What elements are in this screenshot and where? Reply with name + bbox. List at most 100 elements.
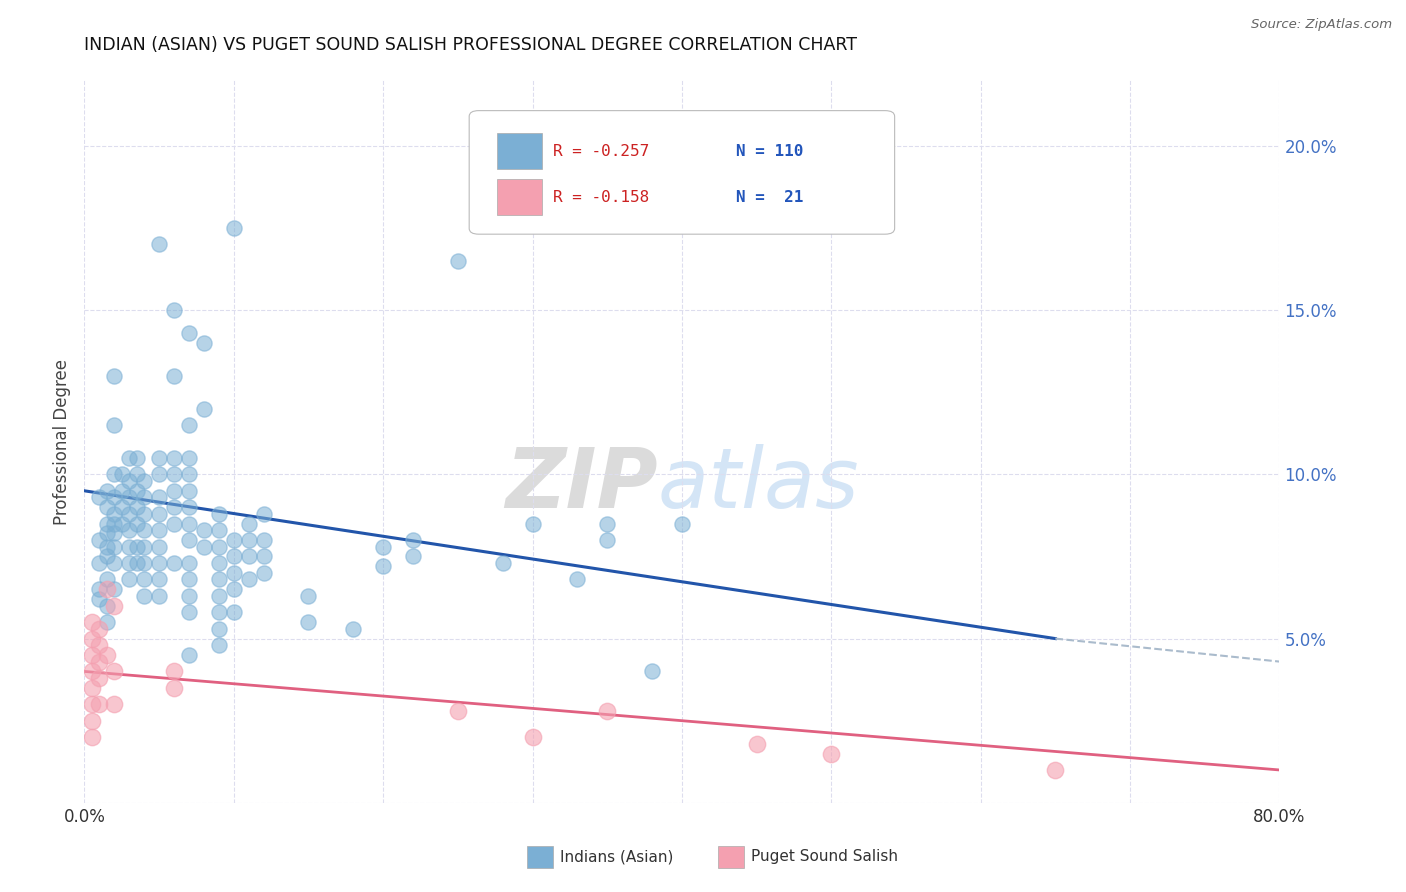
Point xyxy=(118,556,141,570)
Point xyxy=(222,605,245,619)
Point xyxy=(89,698,111,712)
Point xyxy=(148,507,170,521)
Point xyxy=(89,533,111,547)
Point xyxy=(89,582,111,597)
Point xyxy=(118,523,141,537)
Point xyxy=(118,540,141,554)
Point xyxy=(238,533,260,547)
Point xyxy=(111,516,134,531)
Point xyxy=(373,540,395,554)
Point xyxy=(96,648,118,662)
Point xyxy=(208,507,231,521)
Point xyxy=(163,500,186,515)
Point xyxy=(132,474,156,488)
Point xyxy=(103,582,125,597)
Text: Puget Sound Salish: Puget Sound Salish xyxy=(751,849,898,864)
Point xyxy=(253,507,276,521)
Point xyxy=(177,605,200,619)
Point xyxy=(148,523,170,537)
Point xyxy=(447,704,470,718)
Point xyxy=(745,737,768,751)
Point xyxy=(118,491,141,505)
Point xyxy=(177,556,200,570)
Point xyxy=(148,237,170,252)
Point xyxy=(80,714,103,728)
Point xyxy=(96,483,118,498)
Point xyxy=(163,450,186,465)
Point xyxy=(148,589,170,603)
Point xyxy=(402,549,425,564)
Point xyxy=(148,556,170,570)
Text: ZIP: ZIP xyxy=(505,444,658,525)
Point xyxy=(103,467,125,482)
Point xyxy=(103,418,125,433)
Point xyxy=(89,671,111,685)
Point xyxy=(177,516,200,531)
Bar xyxy=(496,133,543,169)
Point xyxy=(177,450,200,465)
Point xyxy=(297,589,319,603)
Point xyxy=(125,450,148,465)
Point xyxy=(208,540,231,554)
Point xyxy=(208,622,231,636)
Bar xyxy=(527,847,553,868)
Point xyxy=(163,467,186,482)
Point xyxy=(80,632,103,646)
Point xyxy=(96,540,118,554)
Point xyxy=(103,368,125,383)
Point xyxy=(118,474,141,488)
Point xyxy=(111,500,134,515)
Point xyxy=(125,467,148,482)
Point xyxy=(132,491,156,505)
Point xyxy=(148,491,170,505)
Point xyxy=(96,500,118,515)
Point xyxy=(177,500,200,515)
Point xyxy=(253,533,276,547)
Point xyxy=(96,615,118,630)
Point xyxy=(96,526,118,541)
Point xyxy=(193,401,215,416)
Point xyxy=(253,549,276,564)
Point xyxy=(111,483,134,498)
Point xyxy=(103,516,125,531)
Point xyxy=(193,523,215,537)
Point xyxy=(253,566,276,580)
Point xyxy=(89,592,111,607)
Bar xyxy=(718,847,744,868)
Point xyxy=(522,171,544,186)
Point xyxy=(177,483,200,498)
Point xyxy=(193,540,215,554)
Point xyxy=(222,549,245,564)
Point xyxy=(89,556,111,570)
Point xyxy=(222,533,245,547)
Point xyxy=(80,665,103,679)
Point xyxy=(163,516,186,531)
Point xyxy=(103,491,125,505)
Point xyxy=(103,526,125,541)
Point xyxy=(641,665,664,679)
Point xyxy=(148,540,170,554)
Y-axis label: Professional Degree: Professional Degree xyxy=(53,359,72,524)
Point xyxy=(148,467,170,482)
Point xyxy=(148,573,170,587)
Point xyxy=(103,507,125,521)
Point xyxy=(177,467,200,482)
Point xyxy=(132,589,156,603)
Point xyxy=(80,730,103,744)
Point xyxy=(238,573,260,587)
Point xyxy=(80,615,103,630)
Point xyxy=(492,556,515,570)
Point xyxy=(820,747,842,761)
Point xyxy=(522,516,544,531)
Point xyxy=(96,549,118,564)
Point xyxy=(80,648,103,662)
Point xyxy=(132,556,156,570)
Point xyxy=(125,556,148,570)
Text: atlas: atlas xyxy=(658,444,859,525)
Point xyxy=(163,368,186,383)
Point xyxy=(163,303,186,318)
Point xyxy=(132,523,156,537)
Point xyxy=(222,566,245,580)
Point xyxy=(567,573,589,587)
Point xyxy=(342,622,364,636)
